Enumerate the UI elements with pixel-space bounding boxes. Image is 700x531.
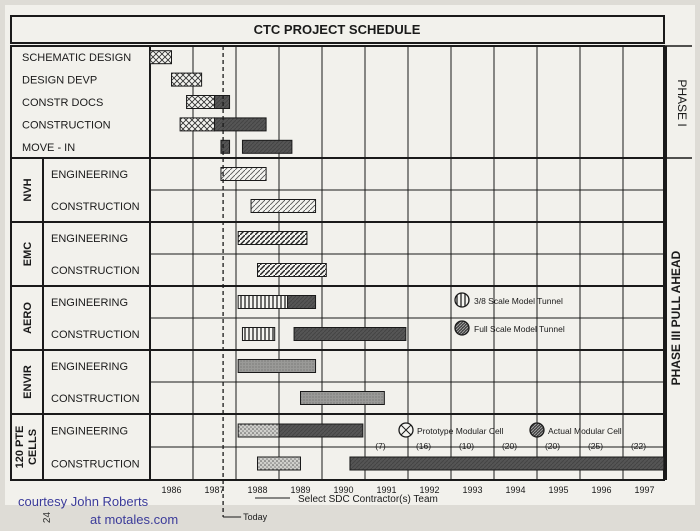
legend-icon-diagonal bbox=[454, 320, 470, 336]
year-label: 1991 bbox=[376, 485, 396, 495]
legend-icon-vertical bbox=[454, 292, 470, 308]
phase-3-label: PHASE III PULL AHEAD bbox=[669, 250, 683, 385]
phase-1-label: PHASE I bbox=[675, 79, 689, 126]
year-label: 1992 bbox=[419, 485, 439, 495]
legend-actual-cell: Actual Modular Cell bbox=[529, 422, 622, 438]
page-number: 24 bbox=[42, 511, 54, 524]
gantt-bar bbox=[214, 95, 231, 109]
row-label: CONSTRUCTION bbox=[51, 459, 140, 471]
group-labels: NVH EMC AERO ENVIR 120 PTE CELLS bbox=[14, 178, 39, 468]
gantt-bar bbox=[257, 456, 301, 471]
year-label: 1989 bbox=[290, 485, 310, 495]
row-label: ENGINEERING bbox=[51, 361, 128, 373]
year-label: 1995 bbox=[548, 485, 568, 495]
year-label: 1996 bbox=[591, 485, 611, 495]
row-label: CONSTRUCTION bbox=[51, 329, 140, 341]
row-label: CONSTRUCTION bbox=[51, 265, 140, 277]
gantt-bar bbox=[349, 456, 665, 471]
group-label: CELLS bbox=[27, 429, 39, 465]
bars bbox=[149, 50, 665, 471]
year-label: 1986 bbox=[161, 485, 181, 495]
gantt-bar bbox=[214, 117, 267, 132]
legend-full-scale: Full Scale Model Tunnel bbox=[454, 320, 565, 336]
cell-count-label: (22) bbox=[631, 441, 646, 451]
legend-label: Prototype Modular Cell bbox=[417, 426, 504, 436]
cell-count-label: (25) bbox=[588, 441, 603, 451]
legend-prototype-cell: Prototype Modular Cell bbox=[398, 422, 504, 438]
gantt-bar bbox=[220, 139, 231, 154]
row-label: CONSTRUCTION bbox=[51, 201, 140, 213]
gantt-bar bbox=[278, 423, 364, 438]
cell-count-label: (7) bbox=[375, 441, 386, 451]
gantt-bar bbox=[179, 117, 216, 132]
gantt-bar bbox=[250, 199, 317, 213]
year-label: 1993 bbox=[462, 485, 482, 495]
row-label: ENGINEERING bbox=[51, 233, 128, 245]
cell-count-label: (10) bbox=[459, 441, 474, 451]
year-labels: 1986 1987 1988 1989 1990 1991 1992 1993 1994 1995… bbox=[161, 485, 654, 495]
today-label: Today bbox=[243, 512, 268, 522]
title-box bbox=[10, 15, 665, 44]
year-label: 1997 bbox=[634, 485, 654, 495]
grid-lines bbox=[11, 45, 692, 480]
chart-title: CTC PROJECT SCHEDULE bbox=[254, 22, 421, 37]
cell-count-labels: (7) (16) (10) (20) (20) (25) (22) bbox=[375, 441, 646, 451]
group-label: 120 PTE bbox=[14, 426, 26, 469]
row-labels: SCHEMATIC DESIGN DESIGN DEVP CONSTR DOCS CO… bbox=[22, 52, 140, 470]
year-label: 1987 bbox=[204, 485, 224, 495]
legend-label: Full Scale Model Tunnel bbox=[474, 324, 565, 334]
row-label: CONSTR DOCS bbox=[22, 97, 103, 109]
row-label: MOVE - IN bbox=[22, 142, 75, 154]
gantt-bar bbox=[287, 295, 317, 309]
row-label: CONSTRUCTION bbox=[22, 119, 111, 131]
year-label: 1990 bbox=[333, 485, 353, 495]
contractor-note: Select SDC Contractor(s) Team bbox=[298, 494, 438, 505]
group-label: EMC bbox=[22, 242, 34, 267]
cell-count-label: (16) bbox=[416, 441, 431, 451]
legend-label: 3/8 Scale Model Tunnel bbox=[474, 296, 563, 306]
gantt-bar bbox=[241, 139, 293, 154]
legend-icon-diagonal bbox=[529, 422, 545, 438]
row-label: ENGINEERING bbox=[51, 426, 128, 438]
cell-count-label: (20) bbox=[502, 441, 517, 451]
gantt-bar bbox=[220, 167, 267, 181]
credit-line-1: courtesy John Roberts bbox=[18, 494, 149, 509]
legend-3-8-scale: 3/8 Scale Model Tunnel bbox=[454, 292, 563, 308]
year-label: 1988 bbox=[247, 485, 267, 495]
gantt-bar bbox=[300, 391, 385, 405]
group-label: AERO bbox=[22, 302, 34, 334]
gantt-bar bbox=[149, 50, 172, 65]
gantt-bar bbox=[241, 327, 276, 341]
gantt-bar bbox=[237, 231, 308, 245]
today-marker: Today bbox=[222, 46, 268, 522]
row-label: ENGINEERING bbox=[51, 169, 128, 181]
group-label: ENVIR bbox=[22, 365, 34, 399]
gantt-bar bbox=[237, 295, 289, 309]
year-label: 1994 bbox=[505, 485, 525, 495]
cross-mark bbox=[400, 424, 412, 436]
gantt-bar bbox=[293, 327, 407, 341]
legend-label: Actual Modular Cell bbox=[548, 426, 622, 436]
grid-frame bbox=[10, 45, 665, 481]
row-label: SCHEMATIC DESIGN bbox=[22, 52, 131, 64]
gantt-bar bbox=[186, 95, 216, 109]
gantt-bar bbox=[171, 72, 203, 87]
group-label: NVH bbox=[22, 178, 34, 201]
row-label: CONSTRUCTION bbox=[51, 393, 140, 405]
gantt-bar bbox=[237, 359, 317, 373]
credit-line-2: at motales.com bbox=[90, 512, 179, 527]
gantt-bar bbox=[237, 423, 280, 438]
cell-count-label: (20) bbox=[545, 441, 560, 451]
gantt-bar bbox=[257, 263, 327, 277]
row-label: DESIGN DEVP bbox=[22, 75, 97, 87]
row-label: ENGINEERING bbox=[51, 297, 128, 309]
